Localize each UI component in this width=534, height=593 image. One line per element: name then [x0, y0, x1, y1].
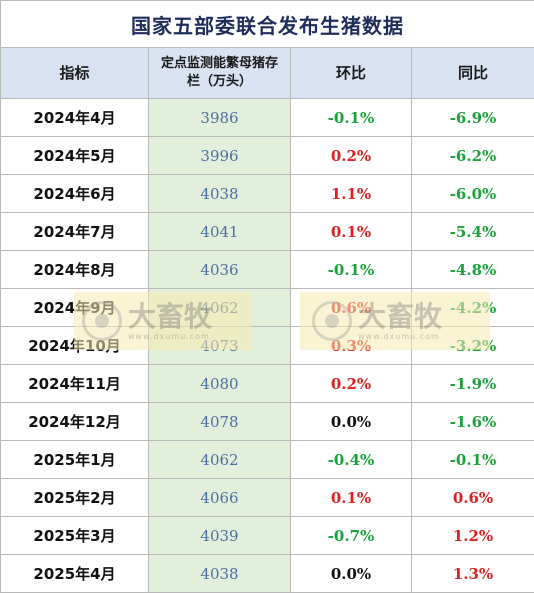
yoy-cell: -6.9% — [411, 98, 534, 137]
month-cell: 2024年7月 — [0, 212, 149, 251]
table-row: 2024年9月 4062 0.6% -4.2% — [0, 288, 534, 327]
table-row: 2024年8月 4036 -0.1% -4.8% — [0, 250, 534, 289]
month-cell: 2024年8月 — [0, 250, 149, 289]
header-inventory-label: 定点监测能繁母猪存栏（万头） — [160, 56, 278, 89]
inventory-cell: 4039 — [148, 516, 291, 555]
yoy-cell: -1.6% — [411, 402, 534, 441]
inventory-cell: 4041 — [148, 212, 291, 251]
yoy-cell: -4.2% — [411, 288, 534, 327]
month-cell: 2025年1月 — [0, 440, 149, 479]
yoy-cell: 1.2% — [411, 516, 534, 555]
mom-cell: -0.7% — [290, 516, 412, 555]
mom-cell: 0.2% — [290, 136, 412, 175]
table-row: 2025年1月 4062 -0.4% -0.1% — [0, 440, 534, 479]
inventory-cell: 3986 — [148, 98, 291, 137]
inventory-cell: 4080 — [148, 364, 291, 403]
table-row: 2025年3月 4039 -0.7% 1.2% — [0, 516, 534, 555]
table-row: 2025年2月 4066 0.1% 0.6% — [0, 478, 534, 517]
yoy-cell: -4.8% — [411, 250, 534, 289]
inventory-cell: 4038 — [148, 174, 291, 213]
month-cell: 2024年9月 — [0, 288, 149, 327]
inventory-cell: 4078 — [148, 402, 291, 441]
yoy-cell: -6.2% — [411, 136, 534, 175]
inventory-cell: 4036 — [148, 250, 291, 289]
header-mom: 环比 — [290, 47, 412, 99]
month-cell: 2024年6月 — [0, 174, 149, 213]
mom-cell: 0.1% — [290, 212, 412, 251]
mom-cell: 1.1% — [290, 174, 412, 213]
month-cell: 2024年5月 — [0, 136, 149, 175]
table-title: 国家五部委联合发布生猪数据 — [0, 0, 534, 48]
inventory-cell: 4073 — [148, 326, 291, 365]
table-row: 2024年11月 4080 0.2% -1.9% — [0, 364, 534, 403]
table-body: 2024年4月 3986 -0.1% -6.9% 2024年5月 3996 0.2% -6.2… — [0, 98, 534, 593]
inventory-cell: 4038 — [148, 554, 291, 593]
header-yoy: 同比 — [411, 47, 534, 99]
table-row: 2024年4月 3986 -0.1% -6.9% — [0, 98, 534, 137]
month-cell: 2024年4月 — [0, 98, 149, 137]
table-row: 2024年6月 4038 1.1% -6.0% — [0, 174, 534, 213]
month-cell: 2025年2月 — [0, 478, 149, 517]
inventory-cell: 4062 — [148, 288, 291, 327]
month-cell: 2024年12月 — [0, 402, 149, 441]
table-row: 2024年10月 4073 0.3% -3.2% — [0, 326, 534, 365]
mom-cell: 0.1% — [290, 478, 412, 517]
month-cell: 2024年11月 — [0, 364, 149, 403]
table-row: 2024年12月 4078 0.0% -1.6% — [0, 402, 534, 441]
month-cell: 2024年10月 — [0, 326, 149, 365]
table-row: 2024年5月 3996 0.2% -6.2% — [0, 136, 534, 175]
inventory-cell: 4066 — [148, 478, 291, 517]
inventory-cell: 4062 — [148, 440, 291, 479]
mom-cell: -0.1% — [290, 250, 412, 289]
yoy-cell: -3.2% — [411, 326, 534, 365]
yoy-cell: -5.4% — [411, 212, 534, 251]
table-row: 2025年4月 4038 0.0% 1.3% — [0, 554, 534, 593]
month-cell: 2025年4月 — [0, 554, 149, 593]
mom-cell: -0.1% — [290, 98, 412, 137]
mom-cell: -0.4% — [290, 440, 412, 479]
table-row: 2024年7月 4041 0.1% -5.4% — [0, 212, 534, 251]
yoy-cell: 1.3% — [411, 554, 534, 593]
mom-cell: 0.2% — [290, 364, 412, 403]
inventory-cell: 3996 — [148, 136, 291, 175]
month-cell: 2025年3月 — [0, 516, 149, 555]
yoy-cell: 0.6% — [411, 478, 534, 517]
yoy-cell: -1.9% — [411, 364, 534, 403]
mom-cell: 0.0% — [290, 554, 412, 593]
yoy-cell: -6.0% — [411, 174, 534, 213]
mom-cell: 0.3% — [290, 326, 412, 365]
header-indicator: 指标 — [0, 47, 149, 99]
mom-cell: 0.6% — [290, 288, 412, 327]
header-inventory: 定点监测能繁母猪存栏（万头） — [148, 47, 291, 99]
mom-cell: 0.0% — [290, 402, 412, 441]
yoy-cell: -0.1% — [411, 440, 534, 479]
